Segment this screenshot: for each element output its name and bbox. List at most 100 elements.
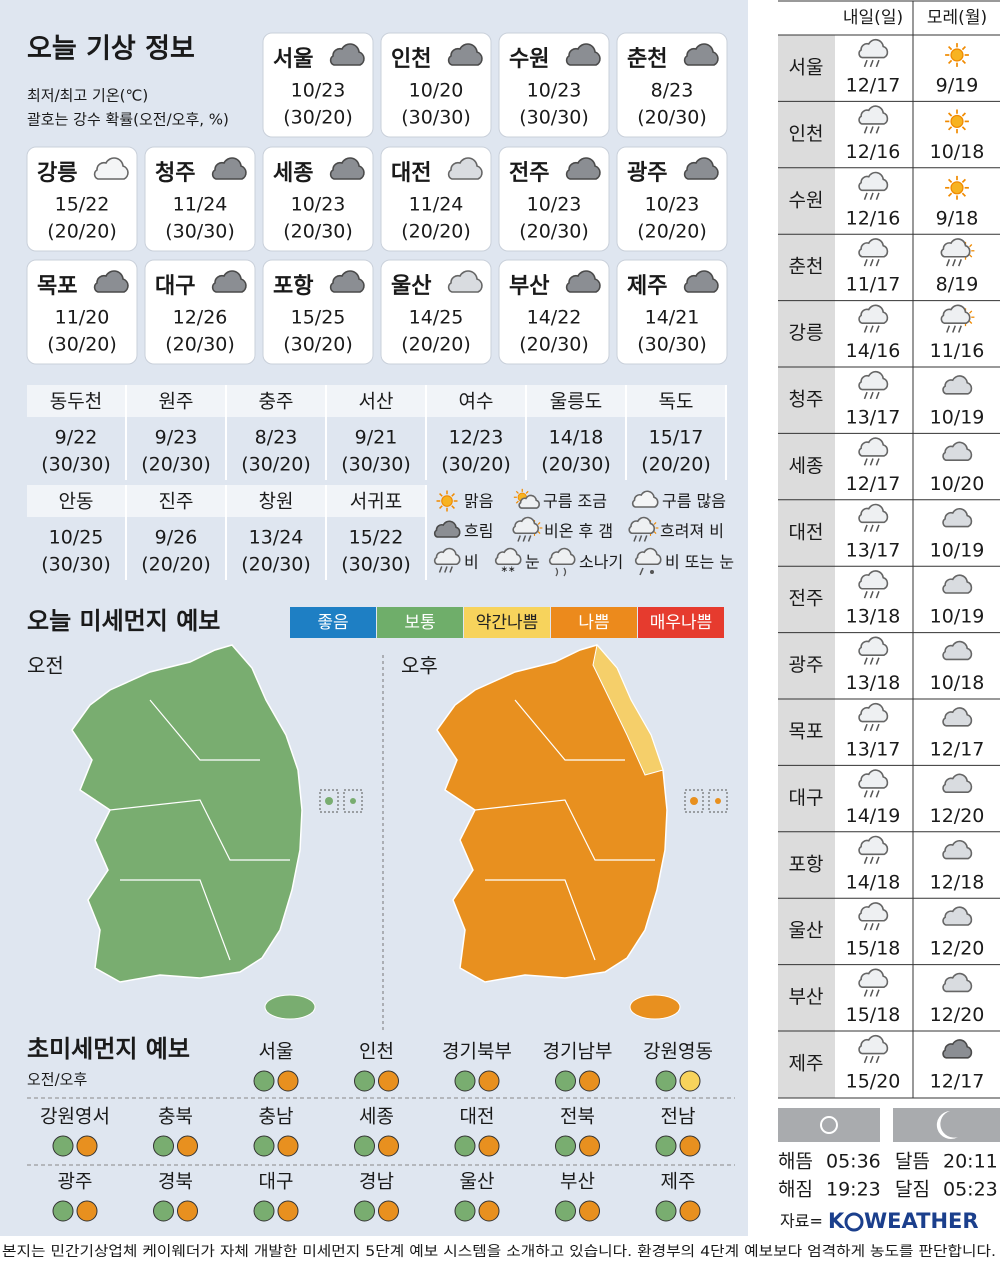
forecast-temp: 14/19: [846, 805, 901, 827]
sun-ray: [947, 192, 953, 197]
sun-ray: [969, 320, 973, 324]
region-name: 서울: [259, 1041, 294, 1063]
cloud-icon: [942, 375, 973, 395]
town-temp: 10/25: [49, 527, 104, 549]
region-name: 울산: [460, 1171, 495, 1193]
sun-ray: [961, 178, 967, 183]
legend-label: 소나기: [579, 553, 623, 572]
city-temp: 15/22: [55, 194, 110, 216]
rain-drop: [869, 126, 874, 134]
pm-dot: [277, 1135, 299, 1157]
sun-ray: [947, 59, 953, 65]
rain-drop: [863, 923, 868, 931]
town-cell: [127, 385, 225, 417]
cloud-icon: [940, 238, 971, 258]
city-name: 춘천: [627, 47, 667, 72]
region-name: 대전: [460, 1106, 495, 1128]
city-pop: (30/20): [283, 334, 353, 356]
cloud-icon: [93, 270, 129, 293]
city-pop: (20/20): [401, 334, 471, 356]
forecast-temp: 8/19: [936, 274, 979, 296]
map-borders: [109, 699, 290, 961]
cloud-icon: [565, 270, 601, 293]
region-name: 강원영서: [40, 1106, 110, 1128]
city-name: 청주: [155, 161, 195, 186]
rain-drop: [639, 567, 644, 576]
cloud-icon: [942, 773, 973, 793]
city-pop: (30/30): [519, 107, 589, 129]
cloud-icon: [858, 370, 889, 391]
city-temp: 11/24: [173, 194, 228, 216]
rain-drop: [875, 657, 880, 665]
region-name: 충북: [158, 1106, 193, 1128]
town-temp: 9/23: [155, 427, 198, 449]
rain-drop: [863, 1055, 868, 1064]
rain-drop: [449, 566, 453, 573]
legend-label: 눈: [525, 553, 540, 572]
source-label: 자료=: [780, 1212, 823, 1231]
rain-drop: [517, 535, 521, 542]
forecast-city: 포항: [789, 853, 824, 875]
sun-ray: [969, 310, 973, 314]
legend-label: 흐려져 비: [660, 522, 724, 541]
grade-label: 약간나쁨: [476, 613, 539, 633]
cloud-icon: [683, 43, 719, 66]
rain-drop: [863, 856, 868, 864]
am-dot: [555, 1200, 576, 1222]
cloud-icon: [211, 270, 247, 293]
cloud-icon: [940, 304, 971, 324]
cloud-icon: [942, 707, 973, 727]
cloud-icon: [942, 906, 973, 926]
map-borders: [474, 699, 655, 961]
town-cell: [327, 485, 425, 517]
am-dot: [253, 1200, 275, 1222]
forecast-temp: 12/17: [930, 739, 985, 761]
town-pop: (20/30): [141, 454, 211, 476]
pm-dot: [177, 1135, 198, 1157]
cloud-icon: [447, 270, 483, 293]
pm-dot: [177, 1200, 198, 1222]
snow-dot: [650, 570, 654, 574]
sun-ray: [947, 126, 953, 131]
forecast-temp: 12/17: [930, 1071, 985, 1093]
town-cell: [327, 385, 425, 417]
sun-ray: [947, 112, 953, 117]
map-coast: [592, 643, 664, 776]
rain-drop: [875, 458, 880, 466]
sun-moon-time: 20:11: [943, 1151, 998, 1173]
rain-drop: [875, 192, 880, 200]
cloud-icon: [628, 516, 655, 535]
sun-ray: [515, 500, 519, 504]
town-temp: 14/18: [549, 427, 604, 449]
sun-ray: [947, 178, 953, 183]
town-temp: 15/17: [649, 427, 704, 449]
city-pop: (30/20): [47, 334, 117, 356]
city-temp: 14/22: [527, 307, 582, 329]
town-pop: (30/20): [441, 454, 511, 476]
pm-dot: [478, 1200, 500, 1222]
map-island-box: [343, 789, 363, 813]
grade-box: [464, 607, 550, 638]
rain-drop: [869, 192, 874, 200]
town-name: 여수: [459, 391, 494, 413]
region-name: 경북: [158, 1171, 193, 1193]
sun-disc: [950, 48, 964, 62]
cloud-icon: [329, 157, 365, 180]
sun-disc: [950, 114, 964, 128]
city-pop: (30/30): [401, 107, 471, 129]
town-temp: 13/24: [249, 527, 304, 549]
city-temp: 14/25: [409, 307, 464, 329]
city-pop: (30/20): [283, 107, 353, 129]
city-name: 전주: [509, 161, 549, 186]
sun-ray: [947, 45, 953, 51]
pm-dot: [579, 1070, 600, 1092]
forecast-temp: 13/17: [846, 539, 901, 561]
logo: WEATHER: [864, 1209, 979, 1233]
city-temp: 10/23: [527, 80, 582, 102]
city-temp: 8/23: [651, 80, 694, 102]
cloud-icon: [858, 702, 889, 723]
region-name: 광주: [58, 1171, 93, 1193]
cloud-icon: [631, 490, 659, 508]
forecast-city: 제주: [789, 1053, 824, 1075]
